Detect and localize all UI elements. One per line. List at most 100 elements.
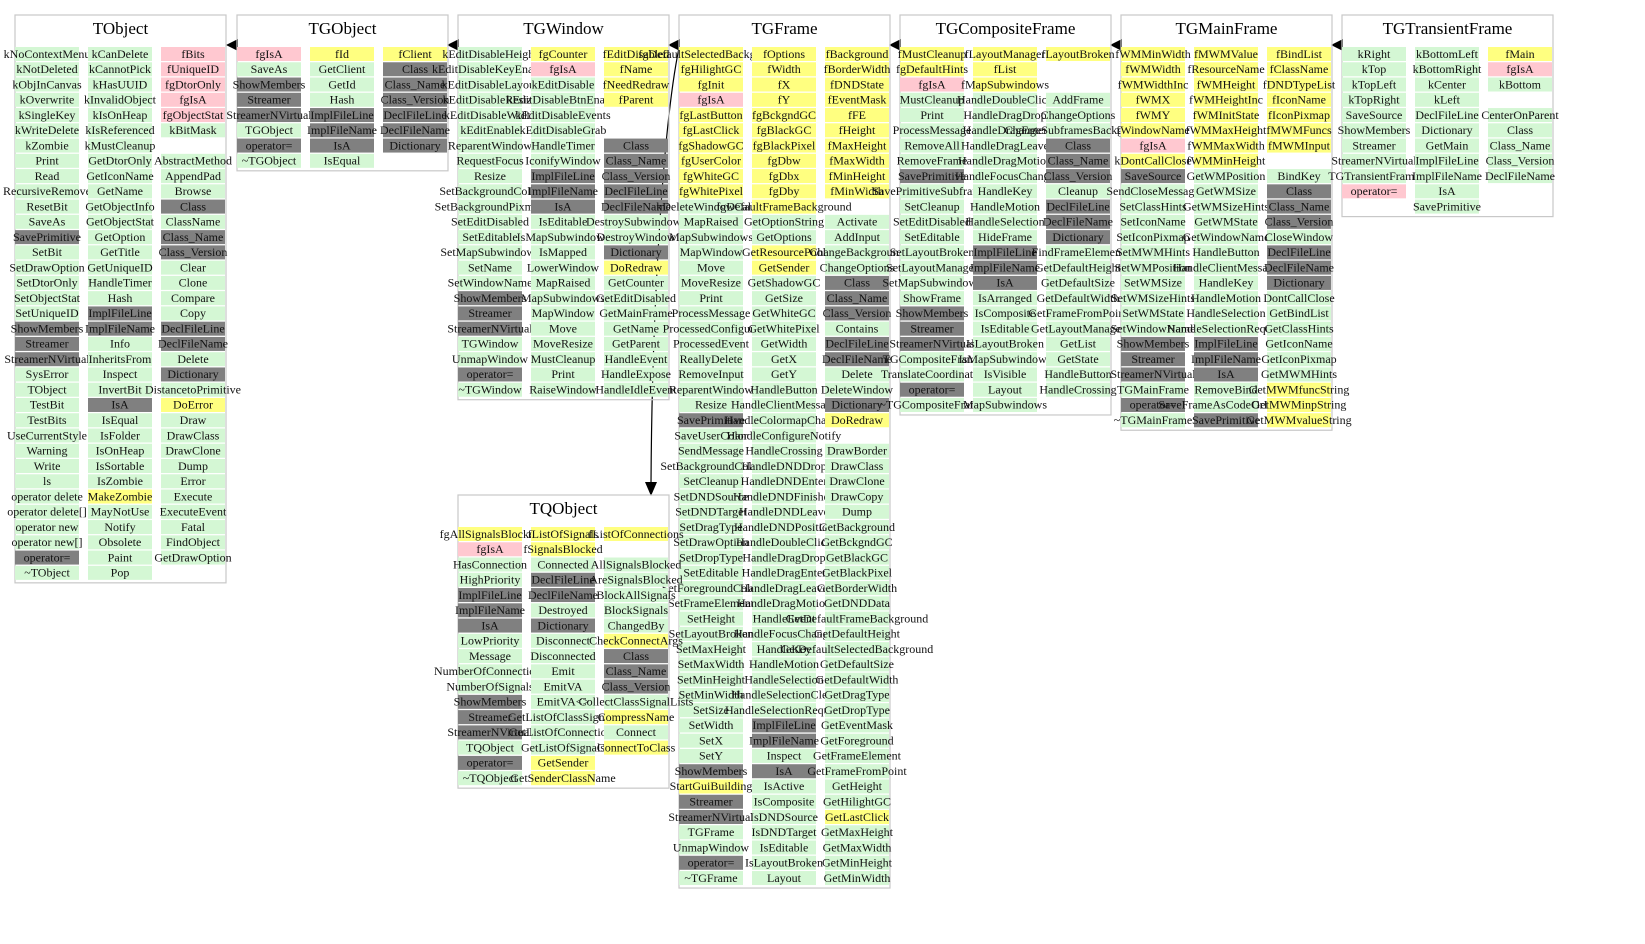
member-cell — [458, 679, 522, 694]
member-cell — [825, 794, 889, 809]
member-label: Dictionary — [610, 245, 661, 259]
member-label: Streamer — [468, 306, 511, 320]
member-label: fgIsA — [255, 47, 283, 61]
member-cell — [458, 740, 522, 755]
member-label: kBottomLeft — [1416, 47, 1479, 61]
member-label: TGCompositeFrame — [883, 352, 982, 366]
member-label: IconifyWindow — [525, 154, 601, 168]
member-cell — [825, 825, 889, 840]
member-cell — [679, 703, 743, 718]
member-cell — [15, 77, 79, 92]
member-cell — [604, 740, 668, 755]
member-label: LowerWindow — [527, 260, 599, 274]
member-label: GetDrawOption — [154, 550, 231, 564]
member-cell — [531, 649, 595, 664]
member-cell — [88, 382, 152, 397]
member-label: Print — [35, 154, 59, 168]
member-cell — [1046, 352, 1110, 367]
member-label: Class_Version — [602, 169, 671, 183]
member-cell — [604, 352, 668, 367]
member-label: GetLayoutManager — [1031, 321, 1125, 335]
member-label: kEditDisableEvents — [515, 108, 611, 122]
member-cell — [679, 291, 743, 306]
member-cell — [752, 642, 816, 657]
member-cell — [161, 520, 225, 535]
member-cell — [15, 321, 79, 336]
member-cell — [900, 62, 964, 77]
member-cell — [15, 382, 79, 397]
member-cell — [679, 657, 743, 672]
member-cell — [900, 336, 964, 351]
member-cell — [531, 184, 595, 199]
member-cell — [825, 657, 889, 672]
member-cell — [88, 275, 152, 290]
member-cell — [531, 123, 595, 138]
member-cell — [88, 336, 152, 351]
member-cell — [1342, 153, 1406, 168]
member-label: ImplFileName — [749, 733, 819, 747]
member-label: IsDNDTarget — [752, 825, 818, 839]
member-cell — [458, 618, 522, 633]
member-label: RaiseWindow — [529, 382, 597, 396]
member-label: DrawClass — [831, 459, 884, 473]
member-cell — [825, 596, 889, 611]
member-label: GetId — [328, 77, 355, 91]
member-cell — [900, 153, 964, 168]
member-label: Class — [402, 62, 428, 76]
member-label: GetObjectStat — [86, 215, 155, 229]
member-cell — [1415, 62, 1479, 77]
member-label: fWMHeightInc — [1189, 93, 1263, 107]
member-cell — [1046, 306, 1110, 321]
member-cell — [825, 565, 889, 580]
member-cell — [161, 230, 225, 245]
member-cell — [237, 47, 301, 61]
member-cell — [973, 108, 1037, 123]
member-label: kNoContextMenu — [4, 47, 91, 61]
member-label: HandleCrossing — [1039, 382, 1116, 396]
member-cell — [15, 306, 79, 321]
member-label: ImplFileLine — [752, 718, 815, 732]
member-cell — [161, 260, 225, 275]
member-label: GetWMState — [1194, 215, 1257, 229]
member-cell — [1267, 77, 1331, 92]
member-label: Contains — [836, 321, 879, 335]
member-cell — [458, 214, 522, 229]
member-label: MustCleanup — [900, 93, 965, 107]
member-cell — [1121, 47, 1185, 61]
member-cell — [900, 199, 964, 214]
member-label: fWidth — [767, 62, 801, 76]
member-cell — [604, 527, 668, 541]
member-cell — [1267, 367, 1331, 382]
member-cell — [88, 245, 152, 260]
member-cell — [825, 138, 889, 153]
member-label: GetCounter — [608, 276, 664, 290]
member-cell — [458, 633, 522, 648]
member-cell — [531, 77, 595, 92]
member-label: ImplFileLine — [310, 108, 373, 122]
member-cell — [752, 703, 816, 718]
member-label: GetDragType — [824, 688, 889, 702]
arrow-head — [1331, 39, 1343, 51]
member-label: ProcessMessage — [893, 123, 972, 137]
member-cell — [161, 123, 225, 138]
member-cell — [1194, 397, 1258, 412]
member-cell — [973, 230, 1037, 245]
member-cell — [752, 321, 816, 336]
member-label: fgIsA — [1506, 62, 1534, 76]
member-cell — [825, 764, 889, 779]
member-label: fMinHeight — [829, 169, 886, 183]
member-label: GetBindList — [1269, 306, 1329, 320]
member-label: ls — [43, 474, 51, 488]
member-label: DontCallClose — [1263, 291, 1334, 305]
member-cell — [15, 245, 79, 260]
member-label: SavePrimitive — [13, 230, 81, 244]
member-cell — [310, 123, 374, 138]
member-cell — [1342, 92, 1406, 107]
member-label: Class — [1286, 184, 1312, 198]
member-label: Class_Version — [1486, 154, 1555, 168]
member-cell — [825, 169, 889, 184]
member-cell — [15, 367, 79, 382]
member-label: GetDefaultWidth — [1037, 291, 1120, 305]
member-label: Class_Name — [1269, 199, 1330, 213]
member-cell — [604, 557, 668, 572]
